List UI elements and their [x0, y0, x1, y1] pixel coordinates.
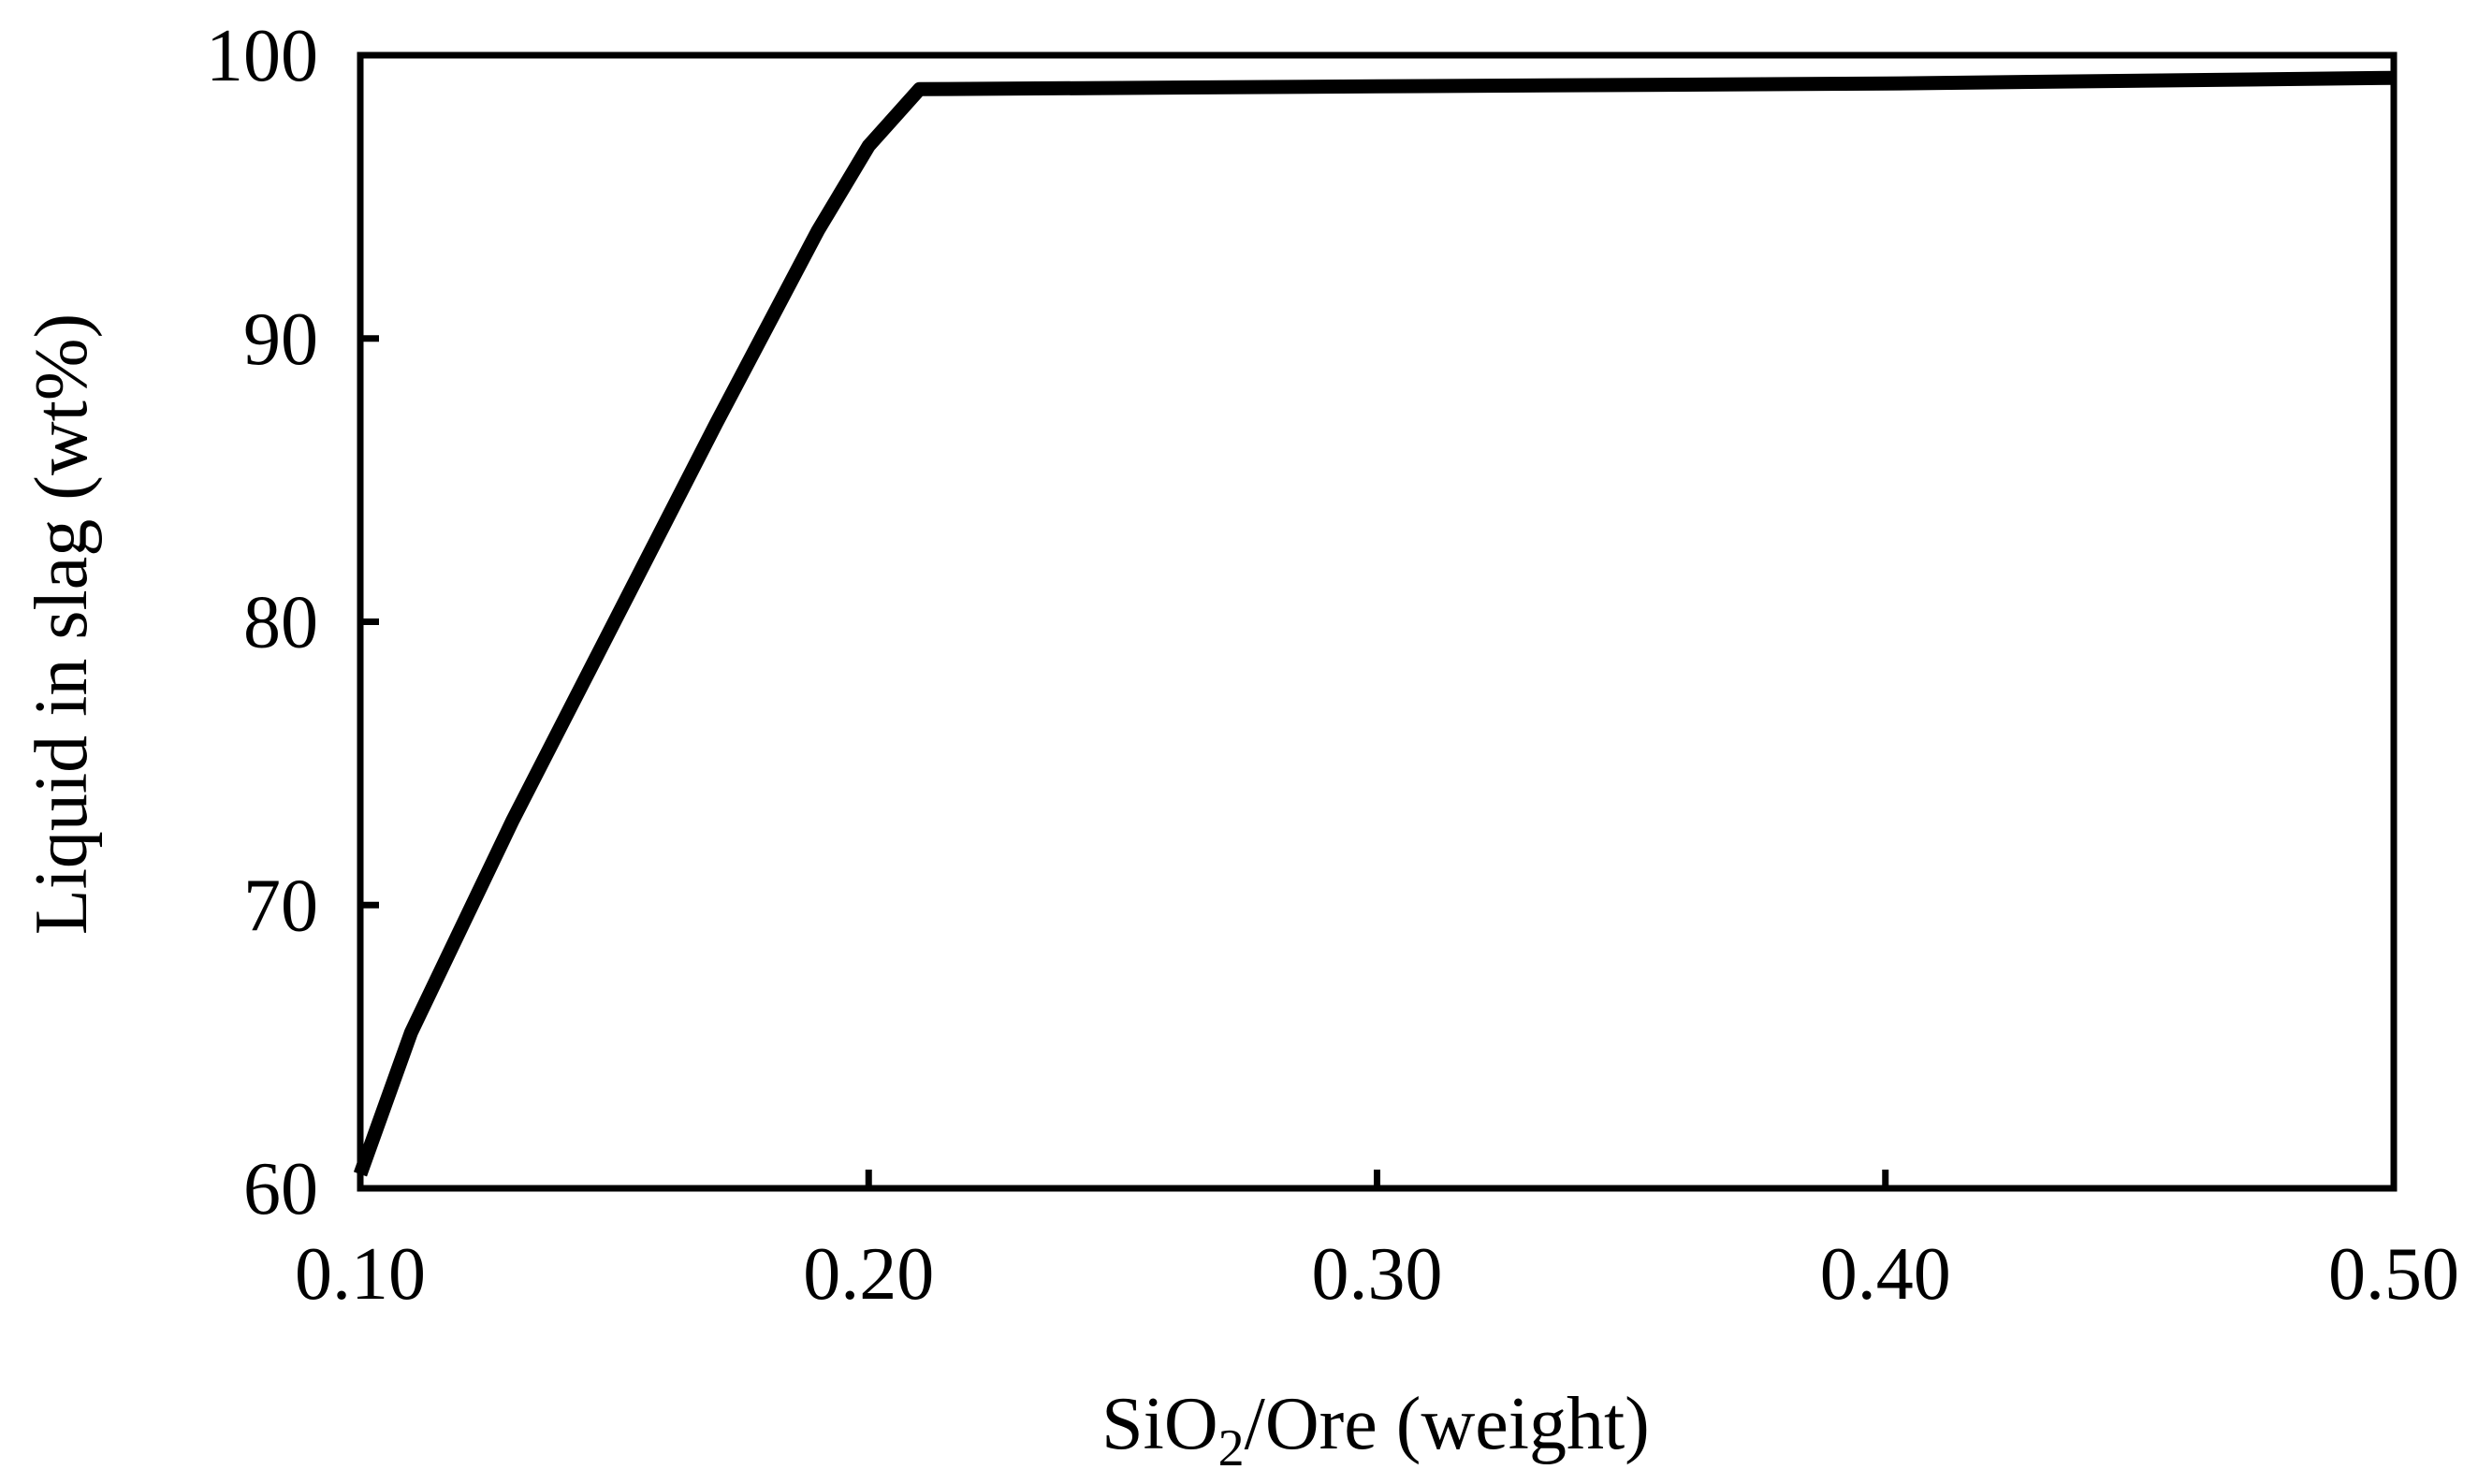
y-tick-label: 70: [243, 865, 318, 947]
x-tick-label: 0.40: [1820, 1233, 1951, 1316]
plot-area: [353, 51, 2398, 1192]
y-axis-title: Liquid in slag (wt%): [21, 313, 103, 935]
x-tick-label: 0.50: [2328, 1233, 2459, 1316]
y-tick-label: 100: [206, 15, 318, 97]
plot-frame: [357, 51, 2398, 1192]
y-tick-label: 80: [243, 582, 318, 664]
x-tick-label: 0.10: [295, 1233, 426, 1316]
x-axis-ticks: 0.10 0.20 0.30 0.40 0.50: [295, 1170, 2459, 1316]
x-tick-label: 0.20: [803, 1233, 934, 1316]
x-axis-title: SiO2/Ore (weight): [1101, 1383, 1650, 1477]
y-axis-ticks: 60 70 80 90 100: [206, 15, 379, 1230]
series-line: [353, 70, 2395, 1177]
y-tick-label: 60: [243, 1148, 318, 1230]
y-tick-label: 90: [243, 298, 318, 381]
x-tick-label: 0.30: [1312, 1233, 1443, 1316]
